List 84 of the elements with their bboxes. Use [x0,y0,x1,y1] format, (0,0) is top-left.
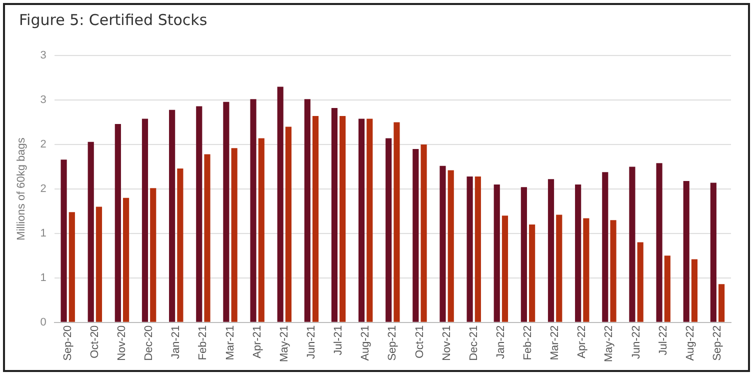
x-tick-label: Mar-22 [549,325,562,360]
bar [340,116,346,322]
y-axis-title: Millions of 60kg bags [16,137,28,240]
x-tick-label: Oct-21 [414,325,426,358]
bar [358,118,365,322]
y-tick-label: 2 [40,182,46,195]
x-tick-label: Dec-21 [468,325,480,361]
bar [610,220,616,322]
bar [96,206,102,322]
bar [277,86,284,322]
y-tick-label: 1 [40,272,46,284]
bar [177,168,184,322]
bar [366,118,373,322]
bar [474,176,481,322]
bar [664,256,670,322]
bar [114,124,121,322]
bar [331,108,338,322]
x-tick-label: Dec-20 [143,325,156,361]
bar [656,163,662,322]
bar [60,160,67,322]
bar [691,259,698,322]
bar [285,126,292,322]
x-tick-label: Jun-21 [305,325,318,359]
bar [223,102,230,322]
x-tick-label: Nov-21 [440,325,453,361]
bar [629,166,636,322]
bar [710,182,716,322]
bar [448,170,454,322]
x-tick-label: May-22 [603,325,616,362]
x-tick-label: Aug-21 [360,325,372,361]
x-tick-label: Sep-20 [62,325,74,361]
x-tick-label: Oct-20 [88,325,101,358]
bar [250,99,256,322]
bar [529,224,536,322]
bar [142,118,148,322]
y-tick-label: 3 [40,50,46,62]
bar [386,138,392,322]
bar [231,148,238,322]
x-tick-label: Jan-21 [170,325,182,359]
bar [312,116,319,322]
y-tick-label: 0 [40,316,46,328]
bar [575,184,582,322]
bar [123,198,130,322]
x-tick-label: Apr-21 [251,325,264,358]
y-tick-label: 2 [40,138,46,151]
x-tick-label: Feb-21 [197,325,210,360]
x-tick-label: Nov-20 [116,325,128,361]
bar [683,180,690,322]
x-tick-label: Sep-21 [386,325,399,361]
x-tick-label: Apr-22 [576,325,588,358]
x-tick-label: Jul-21 [332,325,345,356]
bar [258,138,264,322]
bar [494,184,500,322]
bar [204,154,210,322]
bar [304,99,310,322]
x-tick-label: Jun-22 [630,325,642,359]
x-tick-label: May-21 [278,325,290,362]
bar [412,148,419,322]
bar [440,166,446,322]
x-tick-label: Aug-22 [684,325,696,361]
bar [420,144,427,322]
bar [196,106,202,322]
bar [169,110,176,322]
bar [520,187,527,322]
x-tick-label: Mar-21 [224,325,236,360]
x-tick-label: Feb-22 [522,325,534,360]
y-tick-label: 3 [40,94,46,106]
chart-title: Figure 5: Certified Stocks [19,11,208,29]
bar [718,284,725,322]
bar [466,176,473,322]
bar [583,218,590,322]
bar [68,212,75,322]
bar [556,214,562,322]
bar [150,188,156,322]
bar [548,179,554,322]
bar [602,172,608,322]
x-tick-label: Jul-22 [657,325,670,356]
bar [637,242,644,322]
bar [502,216,508,322]
x-tick-label: Jan-22 [494,325,507,359]
y-tick-label: 1 [40,227,46,240]
bar [88,142,94,322]
bar [394,122,400,322]
x-tick-label: Sep-22 [712,325,724,361]
